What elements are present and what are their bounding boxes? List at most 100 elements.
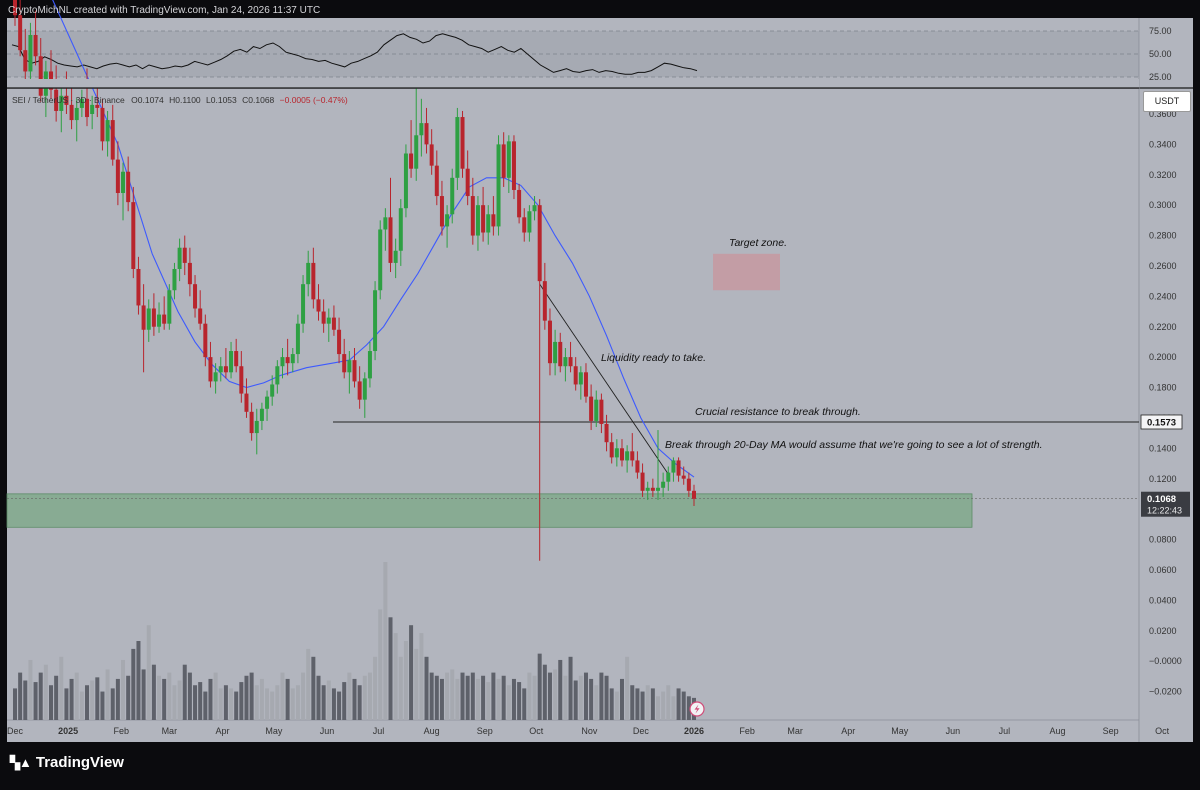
candle-body [352,360,357,382]
candle-body [136,268,141,306]
volume-bar [517,682,522,720]
tradingview-logo[interactable]: ▚▲ TradingView [10,754,124,771]
candle [95,83,100,118]
candle [136,256,141,315]
candle-body [157,314,162,327]
rsi-tick-label: 50.00 [1149,49,1172,59]
volume-bar [486,682,491,720]
volume-bar [470,672,475,720]
volume-bar [270,691,275,720]
candle [594,390,599,428]
support-zone[interactable] [6,493,973,528]
price-tick-label: 0.2400 [1149,291,1177,301]
candle [265,390,270,421]
drawings [7,283,1139,500]
volume-bar [95,677,100,720]
volume-bar [496,678,501,720]
candle-body [496,144,501,227]
candle-body [681,475,686,479]
volume-bar [409,625,414,720]
candle [316,284,321,321]
candle [434,150,439,206]
volume-bar [275,685,280,720]
candle-body [455,117,460,178]
price-tick-label: 0.0800 [1149,535,1177,545]
volume-bar [640,691,645,720]
candle [481,186,486,242]
volume-bar [141,669,146,720]
candle-body [316,299,321,312]
time-tick-label: Mar [787,726,803,736]
candle [234,338,239,373]
candle [270,375,275,406]
candle [614,439,619,467]
volume-bar [198,682,203,720]
candle-body [666,472,671,482]
lightning-icon[interactable] [689,701,705,717]
annotation-target[interactable]: Target zone. [729,237,787,249]
volume-bar [445,672,450,720]
candle [285,338,290,376]
annotation-ma-break[interactable]: Break through 20-Day MA would assume tha… [665,439,1043,451]
volume-bar [59,656,64,720]
candle [532,196,537,221]
candle-body [481,205,486,233]
volume-bar [419,633,424,720]
candle-body [630,451,635,461]
candle [162,296,167,330]
candle-body [311,262,316,300]
candle-body [434,165,439,197]
price-tick-label: 0.2200 [1149,322,1177,332]
candle-body [321,311,326,324]
volume-bar [208,678,213,720]
candle [470,177,475,245]
volume-bar [151,664,156,720]
price-tick-label: 0.0600 [1149,565,1177,575]
candle [239,351,244,403]
candle [326,308,331,342]
candle [280,347,285,379]
currency-button[interactable]: USDT [1143,91,1191,112]
candle-body [79,98,84,108]
volume-bar [589,678,594,720]
volume-bar [131,648,136,720]
candle-body [501,144,506,178]
volume-bar [265,688,270,720]
candle-body [460,117,465,169]
candle [625,445,630,473]
candle [64,71,69,114]
candle [450,168,455,224]
candle [393,238,398,279]
volume-bar [666,685,671,720]
candle [337,317,342,364]
annotation-resistance[interactable]: Crucial resistance to break through. [695,406,861,418]
candle [311,247,316,309]
candle-body [218,366,223,373]
candle [362,372,367,418]
volume-bar [553,669,558,720]
symbol-pair[interactable]: SEI / TetherUS · 3D · Binance [12,95,125,105]
target-zone[interactable] [713,253,780,291]
ohlc-high: H0.1100 [169,95,201,105]
candle-body [439,196,444,227]
volume-bar [686,696,691,720]
volume-bar [229,688,234,720]
candle [213,363,218,394]
volume-bar [38,672,43,720]
candle [501,132,506,187]
candle [692,484,696,507]
volume-bar [28,659,33,720]
candle [676,457,681,482]
candle [655,430,660,500]
candle [398,199,403,266]
annotation-liquidity[interactable]: Liquidity ready to take. [601,352,706,364]
candle-body [692,490,696,499]
time-tick-label: Apr [215,726,229,736]
volume-bar [542,664,547,720]
downtrend-line[interactable] [539,283,669,475]
volume-bar [23,680,28,720]
time-tick-label: Sep [477,726,493,736]
candle-body [115,159,120,194]
